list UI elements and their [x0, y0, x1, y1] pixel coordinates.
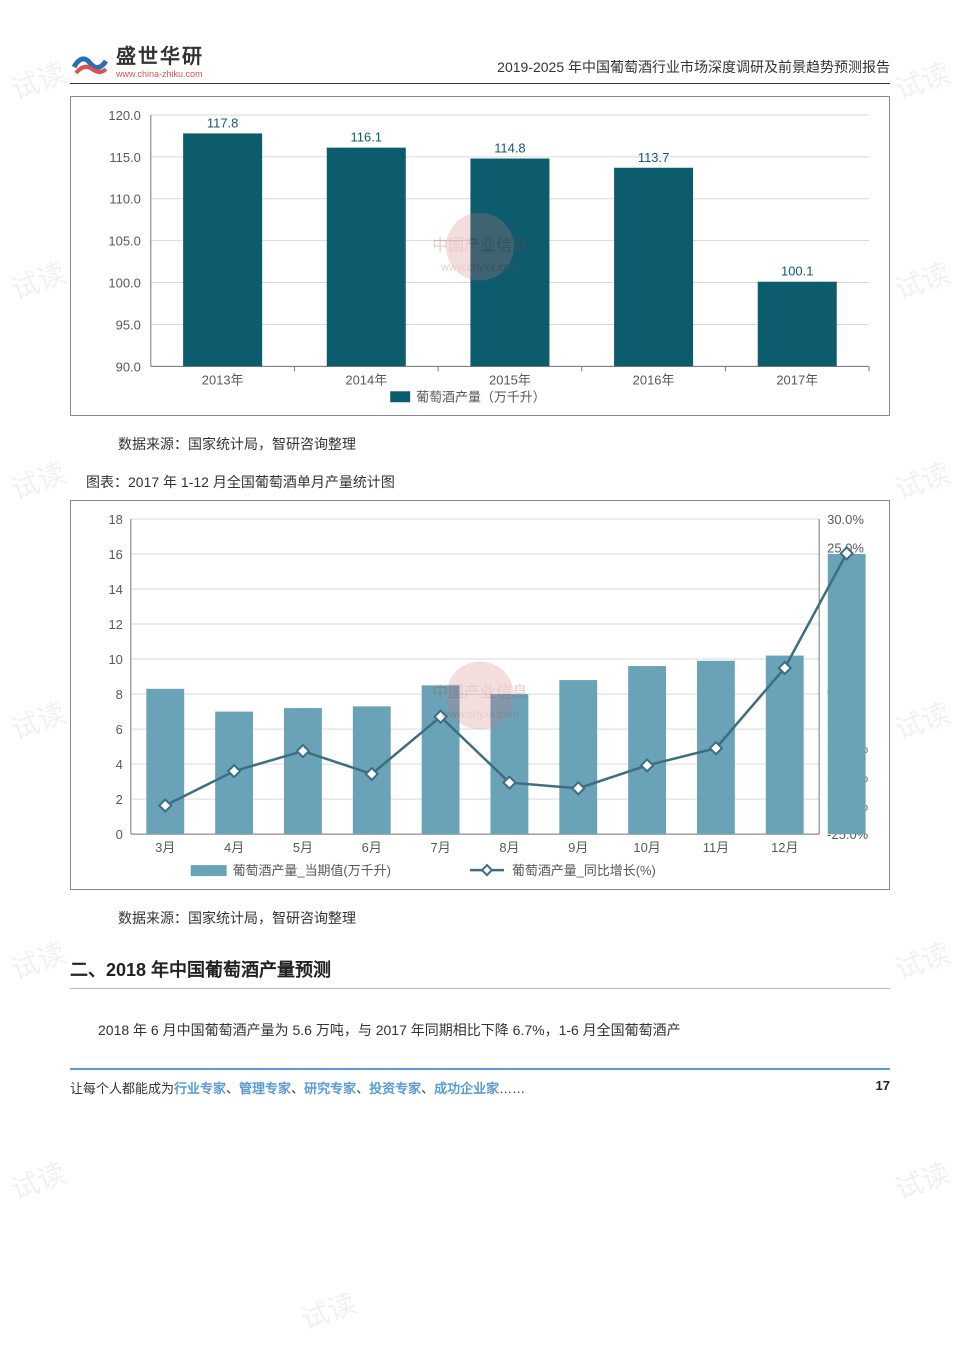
chart2-caption: 图表：2017 年 1-12 月全国葡萄酒单月产量统计图	[86, 472, 890, 492]
svg-text:11月: 11月	[703, 840, 729, 855]
watermark: 试读	[889, 932, 955, 989]
svg-text:14: 14	[108, 582, 122, 597]
chart-monthly-production: 024681012141618-25.0%-20.0%-15.0%-10.0%-…	[70, 500, 890, 890]
page-footer: 让每个人都能成为行业专家、管理专家、研究专家、投资专家、成功企业家…… 17	[70, 1068, 890, 1097]
svg-text:30.0%: 30.0%	[827, 512, 864, 527]
svg-text:115.0: 115.0	[109, 150, 140, 165]
svg-text:12: 12	[108, 617, 122, 632]
svg-text:8: 8	[116, 687, 123, 702]
watermark: 试读	[5, 452, 71, 509]
svg-text:6: 6	[116, 722, 123, 737]
svg-text:葡萄酒产量（万千升）: 葡萄酒产量（万千升）	[416, 389, 546, 404]
body-paragraph: 2018 年 6 月中国葡萄酒产量为 5.6 万吨，与 2017 年同期相比下降…	[70, 1017, 890, 1044]
watermark: 试读	[295, 1282, 361, 1339]
svg-text:4: 4	[116, 757, 123, 772]
chart-annual-production: 90.0 95.0 100.0 105.0 110.0 115.0 120.0 117.8 20…	[70, 96, 890, 416]
svg-text:10月: 10月	[633, 840, 660, 855]
svg-text:100.0: 100.0	[108, 276, 140, 291]
svg-text:葡萄酒产量_当期值(万千升): 葡萄酒产量_当期值(万千升)	[233, 863, 391, 878]
watermark: 试读	[5, 932, 71, 989]
chart1-source: 数据来源：国家统计局，智研咨询整理	[118, 434, 890, 454]
watermark: 试读	[889, 1152, 955, 1209]
svg-text:2014年: 2014年	[345, 372, 387, 387]
svg-text:中国产业信息: 中国产业信息	[432, 237, 528, 255]
tagline-suffix: ……	[499, 1081, 525, 1096]
watermark: 试读	[5, 692, 71, 749]
svg-text:105.0: 105.0	[108, 234, 140, 249]
svg-text:120.0: 120.0	[108, 108, 140, 123]
chart2-source: 数据来源：国家统计局，智研咨询整理	[118, 908, 890, 928]
svg-text:2: 2	[116, 792, 123, 807]
svg-text:10: 10	[108, 652, 122, 667]
watermark: 试读	[889, 52, 955, 109]
tagline-prefix: 让每个人都能成为	[70, 1081, 174, 1096]
svg-text:95.0: 95.0	[116, 317, 141, 332]
watermark: 试读	[889, 692, 955, 749]
svg-text:117.8: 117.8	[207, 115, 238, 130]
svg-text:2016年: 2016年	[633, 372, 675, 387]
chart2-svg: 024681012141618-25.0%-20.0%-15.0%-10.0%-…	[71, 501, 889, 890]
svg-text:113.7: 113.7	[638, 150, 669, 165]
svg-text:6月: 6月	[362, 840, 382, 855]
svg-text:116.1: 116.1	[351, 130, 382, 145]
tag-3: 投资专家	[369, 1081, 421, 1096]
chart1-svg: 90.0 95.0 100.0 105.0 110.0 115.0 120.0 117.8 20…	[71, 97, 889, 416]
logo-text-url: www.china-zhiku.com	[116, 69, 204, 79]
svg-text:2017年: 2017年	[776, 372, 818, 387]
svg-text:www.chyxx.com: www.chyxx.com	[440, 262, 519, 274]
document-title: 2019-2025 年中国葡萄酒行业市场深度调研及前景趋势预测报告	[204, 57, 890, 79]
svg-text:110.0: 110.0	[109, 192, 140, 207]
tag-0: 行业专家	[174, 1081, 226, 1096]
svg-text:5月: 5月	[293, 840, 313, 855]
watermark: 试读	[889, 452, 955, 509]
svg-text:7月: 7月	[431, 840, 451, 855]
svg-text:3月: 3月	[155, 840, 175, 855]
svg-text:2015年: 2015年	[489, 372, 531, 387]
page-number: 17	[876, 1078, 890, 1097]
svg-text:12月: 12月	[771, 840, 798, 855]
footer-tagline: 让每个人都能成为行业专家、管理专家、研究专家、投资专家、成功企业家……	[70, 1078, 525, 1097]
svg-text:100.1: 100.1	[781, 264, 813, 279]
watermark: 试读	[889, 252, 955, 309]
tag-2: 研究专家	[304, 1081, 356, 1096]
tag-1: 管理专家	[239, 1081, 291, 1096]
watermark: 试读	[5, 52, 71, 109]
svg-text:www.chyxx.com: www.chyxx.com	[440, 708, 519, 720]
svg-text:中国产业信息: 中国产业信息	[432, 684, 528, 702]
page-header: 盛世华研 www.china-zhiku.com 2019-2025 年中国葡萄…	[70, 40, 890, 84]
svg-text:4月: 4月	[224, 840, 244, 855]
watermark: 试读	[5, 1152, 71, 1209]
svg-text:114.8: 114.8	[494, 141, 525, 156]
logo-icon	[70, 43, 110, 77]
svg-text:2013年: 2013年	[202, 372, 244, 387]
page: 试读 试读 试读 试读 试读 试读 试读 试读 试读 试读 试读 试读 试读 盛…	[0, 0, 960, 1357]
svg-text:0: 0	[116, 827, 123, 842]
section-heading: 二、2018 年中国葡萄酒产量预测	[70, 956, 890, 989]
logo: 盛世华研 www.china-zhiku.com	[70, 40, 204, 79]
svg-text:90.0: 90.0	[116, 359, 141, 374]
watermark: 试读	[5, 252, 71, 309]
tag-4: 成功企业家	[434, 1081, 499, 1096]
svg-text:16: 16	[108, 547, 122, 562]
svg-text:18: 18	[108, 512, 122, 527]
svg-text:9月: 9月	[568, 840, 588, 855]
svg-text:葡萄酒产量_同比增长(%): 葡萄酒产量_同比增长(%)	[512, 863, 656, 878]
logo-text-cn: 盛世华研	[116, 40, 204, 69]
svg-text:8月: 8月	[499, 840, 519, 855]
